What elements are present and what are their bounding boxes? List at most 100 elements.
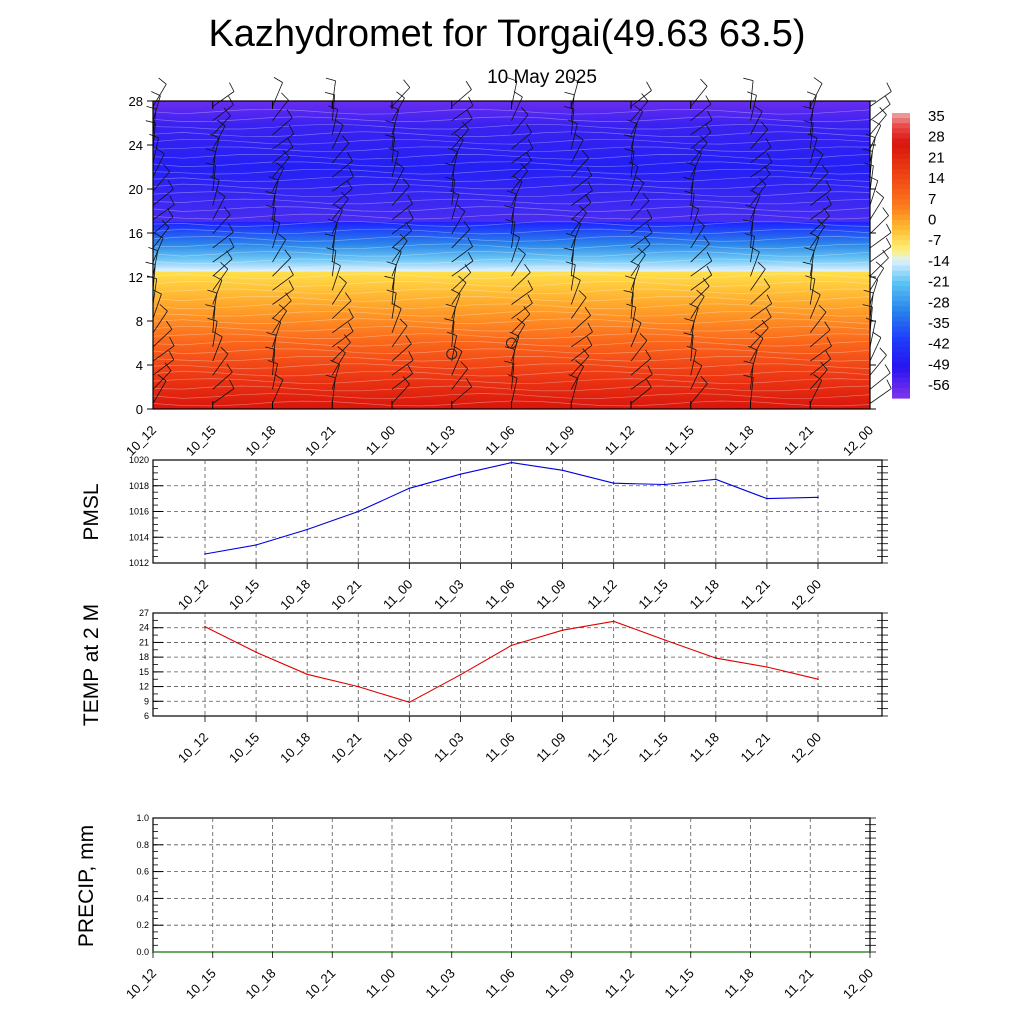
wind-barb bbox=[690, 365, 703, 390]
wind-barb-flag bbox=[587, 322, 593, 333]
y-tick-label: 21 bbox=[139, 637, 149, 647]
wind-barb-flag bbox=[445, 303, 456, 308]
wind-barb-flag bbox=[645, 349, 652, 359]
wind-barb bbox=[511, 181, 523, 206]
precip-panel: 0.0 0.2 0.4 0.6 0.8 1.0 10_12 10_15 10_18 10_21 11… bbox=[75, 813, 876, 1002]
wind-barb-flag bbox=[458, 275, 467, 284]
colorbar-segment bbox=[892, 347, 910, 353]
wind-barb bbox=[810, 189, 832, 206]
data-point bbox=[459, 674, 462, 676]
wind-barb-flag bbox=[882, 249, 889, 259]
wind-barb-flag bbox=[647, 223, 653, 233]
x-tick-label: 11_06 bbox=[482, 577, 517, 612]
contour-line bbox=[152, 310, 871, 317]
wind-barb bbox=[272, 180, 279, 206]
wind-barb-flag bbox=[707, 110, 713, 121]
wind-barb-flag bbox=[513, 176, 523, 183]
wind-barb-flag bbox=[165, 320, 173, 330]
wind-barb-flag bbox=[686, 162, 697, 167]
y-tick-label: 24 bbox=[139, 623, 149, 633]
wind-barb-flag bbox=[348, 167, 354, 177]
x-tick-label: 11_06 bbox=[482, 730, 517, 765]
wind-barb bbox=[272, 300, 292, 319]
wind-barb bbox=[152, 380, 167, 404]
x-tick-label: 10_18 bbox=[242, 423, 278, 459]
wind-barb-flag bbox=[806, 91, 817, 96]
y-tick-label: 0 bbox=[136, 402, 143, 417]
wind-barb bbox=[451, 306, 456, 333]
wind-barb-flag bbox=[689, 204, 699, 210]
colorbar-label: 35 bbox=[928, 108, 945, 125]
colorbar-segment bbox=[892, 286, 910, 292]
wind-barb bbox=[511, 194, 517, 220]
colorbar-segment bbox=[892, 342, 910, 348]
wind-barb-flag bbox=[510, 232, 520, 238]
colorbar-segment bbox=[892, 321, 910, 328]
wind-barb bbox=[152, 204, 175, 220]
wind-barb-flag bbox=[521, 107, 529, 115]
wind-barb-flag bbox=[324, 233, 335, 237]
wind-barb-flag bbox=[743, 77, 754, 81]
wind-barb bbox=[511, 160, 532, 178]
wind-barb-flag bbox=[527, 139, 534, 149]
wind-barb bbox=[809, 369, 828, 390]
colorbar-segment bbox=[892, 118, 910, 124]
wind-barb bbox=[630, 292, 634, 319]
wind-barb-flag bbox=[516, 317, 526, 325]
data-point bbox=[664, 483, 666, 486]
contour-line bbox=[152, 138, 871, 145]
wind-barb-flag bbox=[325, 374, 336, 379]
wind-barb-flag bbox=[451, 289, 461, 295]
wind-barb-flag bbox=[683, 332, 694, 336]
wind-barb-flag bbox=[331, 260, 341, 267]
wind-barb-flag bbox=[802, 261, 813, 265]
wind-barb-flag bbox=[582, 348, 590, 357]
wind-barb-flag bbox=[882, 207, 889, 216]
colorbar-label: -42 bbox=[928, 336, 950, 353]
wind-barb bbox=[451, 260, 474, 277]
wind-barb bbox=[750, 251, 760, 277]
wind-barb bbox=[570, 212, 587, 235]
data-point bbox=[306, 673, 309, 676]
y-axis-label: PMSL bbox=[80, 483, 103, 540]
wind-barb-flag bbox=[402, 178, 410, 187]
data-point bbox=[715, 657, 717, 659]
wind-barb bbox=[750, 173, 771, 192]
wind-barb bbox=[272, 193, 276, 220]
wind-barb-flag bbox=[226, 363, 233, 373]
wind-barb-flag bbox=[517, 247, 526, 255]
data-point bbox=[510, 644, 513, 647]
wind-barb bbox=[152, 345, 175, 362]
wind-barb bbox=[451, 368, 469, 390]
calm-marker bbox=[506, 337, 517, 349]
wind-barb-flag bbox=[634, 105, 643, 112]
wind-barb-flag bbox=[586, 336, 593, 346]
wind-barb-flag bbox=[341, 191, 349, 200]
wind-barb-flag bbox=[696, 289, 705, 297]
wind-barb-flag bbox=[509, 331, 520, 337]
y-tick-label: 0.0 bbox=[136, 947, 149, 957]
wind-barb bbox=[451, 211, 466, 234]
x-tick-label: 11_06 bbox=[482, 966, 517, 1001]
data-point bbox=[204, 625, 206, 628]
data-point bbox=[408, 701, 411, 704]
x-tick-label: 10_18 bbox=[277, 577, 313, 613]
x-tick-label: 10_21 bbox=[302, 966, 338, 1002]
wind-barb-flag bbox=[328, 105, 338, 110]
wind-barb-flag bbox=[169, 336, 175, 347]
wind-barb bbox=[750, 316, 772, 334]
contour-line bbox=[152, 191, 871, 197]
wind-barb-flag bbox=[402, 376, 410, 385]
wind-barb bbox=[451, 386, 472, 404]
wind-barb bbox=[331, 265, 341, 291]
wind-barb bbox=[391, 384, 410, 404]
chart-title: Kazhydromet for Torgai(49.63 63.5) bbox=[208, 13, 805, 55]
wind-barb bbox=[869, 180, 879, 206]
wind-barb-flag bbox=[403, 79, 411, 88]
wind-barb-flag bbox=[637, 247, 646, 255]
wind-barb bbox=[391, 203, 413, 220]
wind-barb-flag bbox=[628, 161, 639, 167]
data-point bbox=[561, 469, 564, 472]
wind-barb bbox=[391, 109, 400, 135]
wind-barb-flag bbox=[571, 274, 581, 281]
